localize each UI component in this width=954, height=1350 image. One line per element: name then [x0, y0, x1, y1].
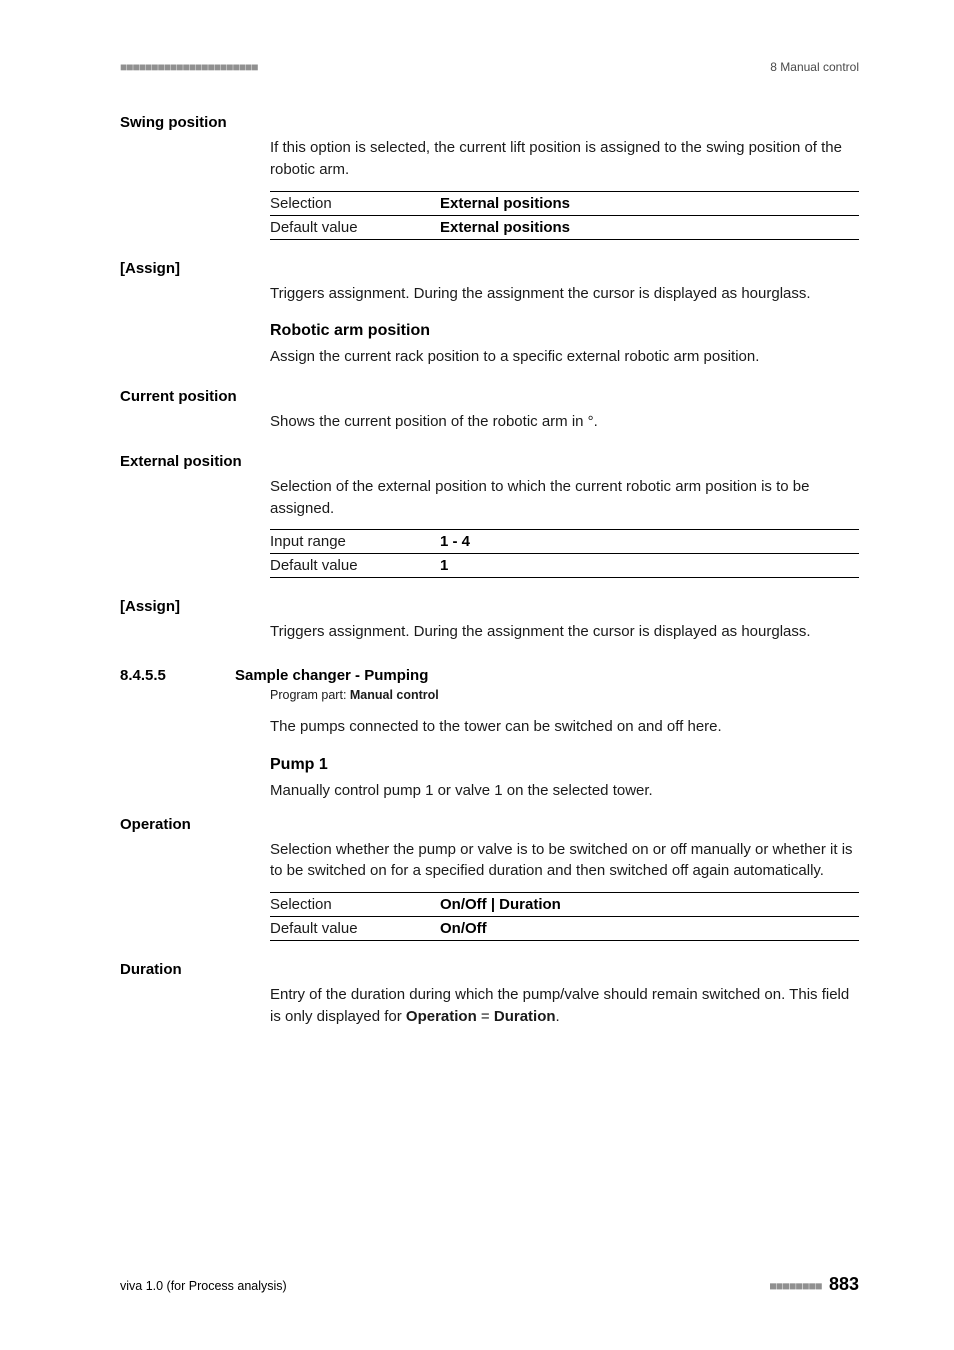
section-heading: 8.4.5.5 Sample changer - Pumping — [120, 667, 859, 684]
table-row: Selection External positions — [270, 191, 859, 215]
label-current-position: Current position — [120, 388, 859, 405]
duration-eq: = — [477, 1008, 494, 1025]
footer-product: viva 1.0 (for Process analysis) — [120, 1279, 287, 1293]
desc-swing-position: If this option is selected, the current … — [270, 137, 859, 181]
page-header: ■■■■■■■■■■■■■■■■■■■■■■ 8 Manual control — [120, 60, 859, 74]
header-decor-left: ■■■■■■■■■■■■■■■■■■■■■■ — [120, 60, 257, 74]
block-assign-2: [Assign] Triggers assignment. During the… — [120, 598, 859, 643]
block-current-position: Current position Shows the current posit… — [120, 388, 859, 433]
cell-val: On/Off | Duration — [440, 896, 561, 913]
block-duration: Duration Entry of the duration during wh… — [120, 961, 859, 1028]
desc-assign-1: Triggers assignment. During the assignme… — [270, 283, 859, 305]
duration-b1: Operation — [406, 1008, 477, 1025]
block-assign-1: [Assign] Triggers assignment. During the… — [120, 260, 859, 369]
cell-key: Input range — [270, 533, 440, 550]
program-part: Program part: Manual control — [270, 688, 859, 702]
cell-key: Selection — [270, 896, 440, 913]
cell-val: On/Off — [440, 920, 487, 937]
desc-duration: Entry of the duration during which the p… — [270, 984, 859, 1028]
label-assign-2: [Assign] — [120, 598, 859, 615]
duration-b2: Duration — [494, 1008, 556, 1025]
subhead-pump1: Pump 1 — [270, 756, 859, 774]
cell-val: 1 - 4 — [440, 533, 470, 550]
label-operation: Operation — [120, 816, 859, 833]
label-external-position: External position — [120, 453, 859, 470]
table-row: Default value External positions — [270, 215, 859, 240]
section-title: Sample changer - Pumping — [235, 667, 428, 684]
cell-key: Default value — [270, 219, 440, 236]
desc-section: The pumps connected to the tower can be … — [270, 716, 859, 738]
desc-assign-2: Triggers assignment. During the assignme… — [270, 621, 859, 643]
program-part-pre: Program part: — [270, 688, 350, 702]
table-external-position: Input range 1 - 4 Default value 1 — [270, 529, 859, 578]
subhead-robotic-arm: Robotic arm position — [270, 322, 859, 340]
block-operation: Operation Selection whether the pump or … — [120, 816, 859, 942]
desc-robotic-arm: Assign the current rack position to a sp… — [270, 346, 859, 368]
block-swing-position: Swing position If this option is selecte… — [120, 114, 859, 240]
table-row: Default value On/Off — [270, 916, 859, 941]
desc-external-position: Selection of the external position to wh… — [270, 476, 859, 520]
header-chapter: 8 Manual control — [770, 60, 859, 74]
desc-current-position: Shows the current position of the roboti… — [270, 411, 859, 433]
section-body: Program part: Manual control The pumps c… — [270, 688, 859, 802]
label-assign-1: [Assign] — [120, 260, 859, 277]
footer-right: ■■■■■■■■ 883 — [769, 1274, 859, 1295]
table-row: Default value 1 — [270, 553, 859, 578]
cell-key: Selection — [270, 195, 440, 212]
table-swing-position: Selection External positions Default val… — [270, 191, 859, 240]
page-footer: viva 1.0 (for Process analysis) ■■■■■■■■… — [120, 1274, 859, 1295]
section-number: 8.4.5.5 — [120, 667, 235, 684]
table-row: Input range 1 - 4 — [270, 529, 859, 553]
table-row: Selection On/Off | Duration — [270, 892, 859, 916]
program-part-bold: Manual control — [350, 688, 439, 702]
duration-end: . — [556, 1008, 560, 1025]
cell-key: Default value — [270, 920, 440, 937]
cell-val: External positions — [440, 219, 570, 236]
cell-key: Default value — [270, 557, 440, 574]
cell-val: External positions — [440, 195, 570, 212]
cell-val: 1 — [440, 557, 448, 574]
block-external-position: External position Selection of the exter… — [120, 453, 859, 579]
footer-decor: ■■■■■■■■ — [769, 1279, 821, 1293]
desc-pump1: Manually control pump 1 or valve 1 on th… — [270, 780, 859, 802]
desc-operation: Selection whether the pump or valve is t… — [270, 839, 859, 883]
page-number: 883 — [829, 1274, 859, 1294]
label-duration: Duration — [120, 961, 859, 978]
table-operation: Selection On/Off | Duration Default valu… — [270, 892, 859, 941]
label-swing-position: Swing position — [120, 114, 859, 131]
